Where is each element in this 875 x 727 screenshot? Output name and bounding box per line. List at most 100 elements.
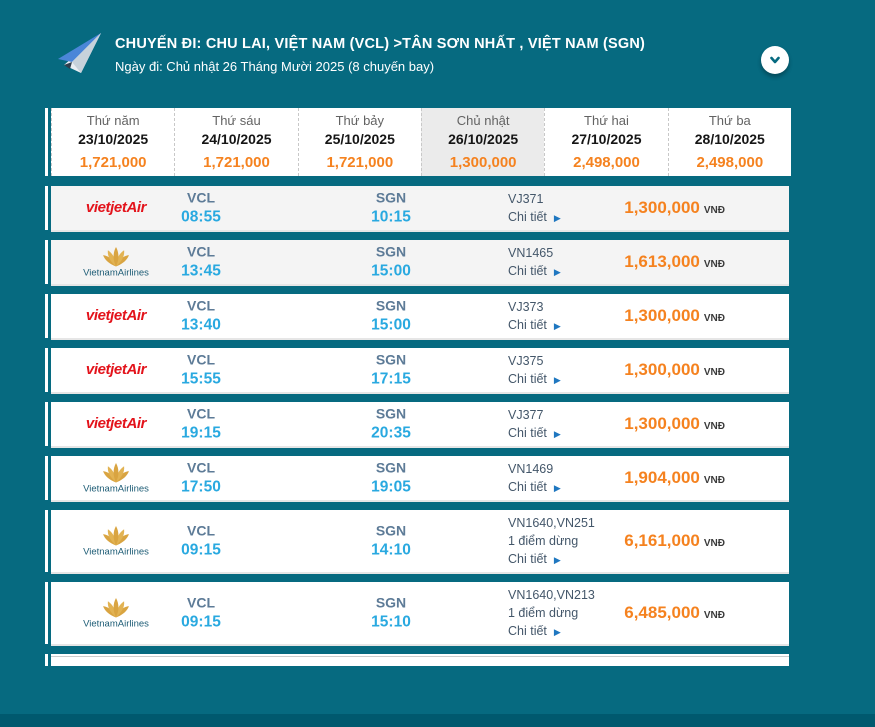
date-tab[interactable]: Thứ hai 27/10/2025 2,498,000	[544, 108, 668, 176]
lotus-icon	[103, 247, 129, 267]
departure-cell: VCL 09:15	[151, 595, 251, 632]
arrival-code: SGN	[375, 297, 407, 314]
currency-label: VNĐ	[703, 313, 725, 324]
flight-info-cell: VJ373 Chi tiết ▶	[508, 298, 658, 334]
vietjet-air-logo: vietjetAir	[85, 307, 147, 324]
flight-row[interactable]: VietnamAirlines VCL 17:50 SGN 19:05 VN14…	[45, 456, 789, 502]
arrival-cell: SGN 20:35	[341, 406, 441, 443]
date-tab-price: 1,300,000	[449, 154, 517, 171]
date-tab[interactable]: Thứ sáu 24/10/2025 1,721,000	[174, 108, 298, 176]
departure-code: VCL	[187, 297, 215, 314]
lotus-icon	[103, 526, 129, 546]
departure-code: VCL	[187, 351, 215, 368]
details-link[interactable]: Chi tiết ▶	[508, 550, 658, 568]
flight-row[interactable]: VietnamAirlines VCL 09:15 SGN 14:10 VN16…	[45, 510, 789, 574]
price-cell: 1,300,000 VNĐ	[495, 414, 725, 434]
departure-code: VCL	[187, 405, 215, 422]
departure-cell: VCL 17:50	[151, 460, 251, 497]
details-link[interactable]: Chi tiết ▶	[508, 622, 658, 640]
flight-row[interactable]: VietnamAirlines VCL 13:45 SGN 15:00 VN14…	[45, 240, 789, 286]
arrival-cell: SGN 15:00	[341, 298, 441, 335]
departure-time: 09:15	[181, 541, 221, 559]
collapse-button[interactable]	[761, 46, 789, 74]
flight-info-cell: VN1640,VN251 1 điểm dừng Chi tiết ▶	[508, 514, 658, 568]
vietnam-airlines-wordmark: VietnamAirlines	[83, 483, 149, 495]
details-link[interactable]: Chi tiết ▶	[508, 262, 658, 280]
date-tab-price: 1,721,000	[326, 154, 394, 171]
flight-number: VN1640,VN251	[508, 515, 595, 530]
vietjet-air-logo: vietjetAir	[85, 361, 147, 378]
price-cell: 1,904,000 VNĐ	[495, 468, 725, 488]
flight-info-cell: VJ377 Chi tiết ▶	[508, 406, 658, 442]
page-subtitle: Ngày đi: Chủ nhật 26 Tháng Mười 2025 (8 …	[115, 59, 435, 74]
flight-number: VN1465	[508, 245, 554, 260]
date-tab-price: 2,498,000	[573, 154, 640, 171]
details-arrow-icon: ▶	[553, 429, 561, 439]
date-tab[interactable]: Chủ nhật 26/10/2025 1,300,000	[420, 108, 545, 176]
departure-cell: VCL 13:40	[151, 298, 251, 335]
currency-label: VNĐ	[703, 538, 725, 549]
departure-time: 08:55	[181, 208, 221, 226]
price-cell: 6,485,000 VNĐ	[495, 603, 725, 623]
details-link[interactable]: Chi tiết ▶	[508, 424, 658, 442]
details-link[interactable]: Chi tiết ▶	[508, 208, 658, 226]
arrival-time: 15:00	[371, 316, 411, 334]
flight-number: VN1469	[508, 461, 554, 476]
date-tab-price: 2,498,000	[696, 154, 764, 171]
date-tabs: Thứ năm 23/10/2025 1,721,000 Thứ sáu 24/…	[45, 108, 791, 176]
details-label: Chi tiết	[508, 372, 547, 386]
date-tab[interactable]: Thứ bảy 25/10/2025 1,721,000	[297, 108, 421, 176]
date-tab-day: Thứ năm	[86, 113, 140, 128]
flight-row[interactable]: vietjetAir VCL 19:15 SGN 20:35 VJ377 Chi…	[45, 402, 789, 448]
airline-logo-cell: vietjetAir	[51, 415, 181, 433]
list-footer	[45, 654, 789, 666]
flight-row[interactable]: vietjetAir VCL 08:55 SGN 10:15 VJ371 Chi…	[45, 186, 789, 232]
price-amount: 1,904,000	[624, 468, 700, 487]
arrival-time: 19:05	[371, 478, 411, 496]
arrival-code: SGN	[375, 351, 407, 368]
flight-row[interactable]: vietjetAir VCL 15:55 SGN 17:15 VJ375 Chi…	[45, 348, 789, 394]
lotus-icon	[103, 463, 129, 483]
date-tab[interactable]: Thứ năm 23/10/2025 1,721,000	[51, 108, 175, 176]
details-label: Chi tiết	[508, 552, 547, 567]
currency-label: VNĐ	[703, 205, 725, 216]
vietnam-airlines-wordmark: VietnamAirlines	[83, 267, 149, 279]
arrival-code: SGN	[375, 189, 407, 206]
price-cell: 6,161,000 VNĐ	[495, 531, 725, 551]
details-arrow-icon: ▶	[553, 375, 561, 385]
currency-label: VNĐ	[703, 421, 725, 432]
arrival-cell: SGN 19:05	[341, 460, 441, 497]
bottom-band	[0, 714, 875, 727]
flight-row[interactable]: VietnamAirlines VCL 09:15 SGN 15:10 VN16…	[45, 582, 789, 646]
details-link[interactable]: Chi tiết ▶	[508, 478, 658, 496]
date-tab-day: Thứ hai	[584, 113, 629, 128]
details-link[interactable]: Chi tiết ▶	[508, 370, 658, 388]
vietnam-airlines-logo: VietnamAirlines	[83, 525, 149, 557]
details-link[interactable]: Chi tiết ▶	[508, 316, 658, 334]
flight-info-cell: VJ375 Chi tiết ▶	[508, 352, 658, 388]
departure-time: 15:55	[181, 370, 221, 388]
price-amount: 1,613,000	[624, 252, 700, 271]
price-cell: 1,300,000 VNĐ	[495, 198, 725, 218]
vietjet-air-logo: vietjetAir	[85, 415, 147, 432]
arrival-cell: SGN 17:15	[341, 352, 441, 389]
date-tab[interactable]: Thứ ba 28/10/2025 2,498,000	[667, 108, 791, 176]
arrival-code: SGN	[375, 522, 407, 539]
price-cell: 1,613,000 VNĐ	[495, 252, 725, 272]
departure-code: VCL	[187, 522, 215, 539]
departure-cell: VCL 13:45	[151, 244, 251, 281]
currency-label: VNĐ	[703, 259, 725, 270]
price-amount: 1,300,000	[624, 198, 700, 217]
vietnam-airlines-logo: VietnamAirlines	[83, 246, 149, 278]
flight-row[interactable]: vietjetAir VCL 13:40 SGN 15:00 VJ373 Chi…	[45, 294, 789, 340]
price-amount: 1,300,000	[624, 306, 700, 325]
details-label: Chi tiết	[508, 426, 547, 440]
departure-cell: VCL 09:15	[151, 523, 251, 560]
vietjet-air-logo: vietjetAir	[85, 199, 147, 216]
lotus-icon	[103, 598, 129, 618]
arrival-cell: SGN 15:00	[341, 244, 441, 281]
price-cell: 1,300,000 VNĐ	[495, 360, 725, 380]
flight-info-cell: VN1469 Chi tiết ▶	[508, 460, 658, 496]
flight-number: VJ375	[508, 353, 544, 368]
date-tab-date: 26/10/2025	[448, 131, 519, 147]
